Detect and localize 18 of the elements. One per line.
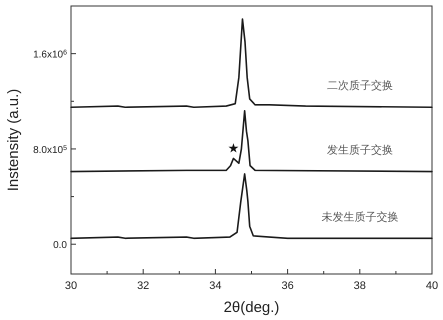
line-series [70, 110, 433, 172]
series-label: 发生质子交换 [327, 144, 393, 157]
x-tick-label: 38 [354, 280, 366, 292]
x-tick-label: 34 [209, 280, 222, 292]
x-tick-label: 36 [281, 280, 294, 292]
line-series [70, 173, 433, 240]
x-axis-title: 2θ(deg.) [224, 299, 280, 316]
line-series [70, 18, 433, 108]
x-tick-label: 32 [137, 280, 150, 292]
y-tick-label: 1.6x10$^{6}$ [33, 49, 68, 61]
y-tick-label: 8.0x10$^{5}$ [33, 144, 68, 156]
annotation: ★ [228, 141, 240, 156]
y-tick-label: 0.0 [53, 240, 68, 252]
x-tick-label: 30 [64, 280, 78, 292]
x-tick-label: 40 [426, 280, 438, 292]
y-axis-title: Instensity (a.u.) [5, 88, 22, 192]
series-label: 二次质子交换 [327, 79, 393, 92]
series-label: 未发生质子交换 [322, 210, 398, 224]
